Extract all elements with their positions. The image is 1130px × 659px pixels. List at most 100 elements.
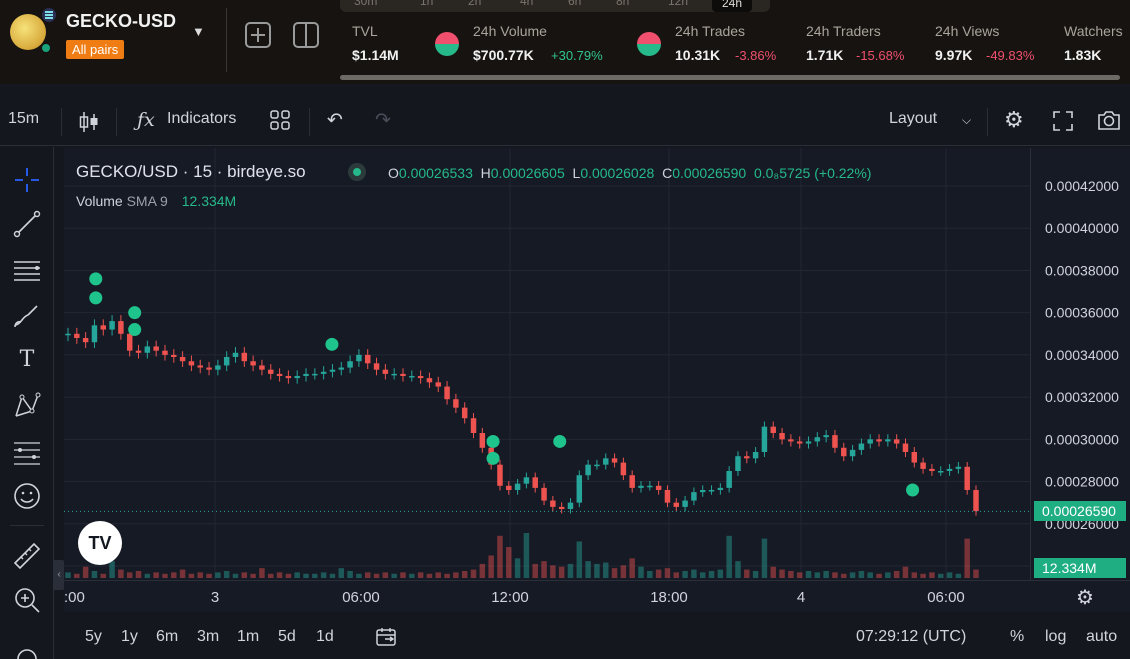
screenshot-camera-icon[interactable]: [1096, 109, 1122, 131]
volume-bar: [444, 573, 450, 578]
function-icon[interactable]: ƒx: [137, 109, 155, 131]
toolbar-divider: [116, 108, 117, 136]
candle-body: [179, 357, 186, 362]
range-1m[interactable]: 1m: [237, 628, 260, 645]
candle-body: [805, 441, 812, 444]
price-tick-label: 0.00028000: [1045, 474, 1119, 490]
axis-settings-icon[interactable]: ⚙: [1076, 587, 1094, 609]
indicators-button[interactable]: Indicators: [167, 110, 237, 127]
timeframe-24h[interactable]: 24h: [712, 0, 753, 12]
magnet-icon[interactable]: [12, 645, 42, 659]
trade-marker-icon: [325, 337, 339, 351]
date-range-icon[interactable]: [375, 626, 399, 648]
add-watchlist-button[interactable]: [245, 22, 271, 48]
templates-grid-icon[interactable]: [269, 109, 291, 131]
time-tick-label: 06:00: [927, 589, 965, 606]
layout-dropdown-icon[interactable]: ⌵: [962, 113, 972, 127]
fullscreen-icon[interactable]: [1052, 110, 1074, 132]
candlestick-chart[interactable]: [64, 148, 1030, 580]
candle-body: [409, 376, 415, 378]
volume-ratio-pie-icon: [435, 32, 459, 56]
volume-bar: [761, 538, 768, 578]
all-pairs-badge[interactable]: All pairs: [66, 40, 125, 59]
candle-body: [65, 333, 71, 336]
range-1d[interactable]: 1d: [316, 628, 334, 645]
volume-bar: [717, 569, 724, 578]
stats-scrollbar[interactable]: [340, 75, 1120, 80]
candle-body: [655, 485, 662, 490]
collapse-toolbar-button[interactable]: ‹: [53, 560, 65, 590]
candle-body: [461, 407, 468, 419]
range-6m[interactable]: 6m: [156, 628, 179, 645]
timeframe-4h[interactable]: 4h: [520, 0, 534, 8]
volume-bar: [841, 573, 847, 578]
time-tick-label: 06:00: [342, 589, 380, 606]
candle-body: [585, 464, 591, 476]
percent-scale-toggle[interactable]: %: [1010, 628, 1025, 645]
candle-body: [162, 350, 168, 355]
candle-body: [876, 439, 882, 442]
range-3m[interactable]: 3m: [197, 628, 220, 645]
candle-body: [320, 371, 327, 374]
volume-bar: [303, 573, 309, 578]
brush-icon[interactable]: [12, 301, 42, 331]
ruler-icon[interactable]: [12, 541, 42, 571]
volume-bar: [567, 563, 574, 578]
volume-bar: [744, 569, 750, 578]
candle-body: [118, 321, 124, 334]
volume-bar: [629, 558, 635, 578]
volume-bar: [488, 555, 494, 578]
timeframe-2h[interactable]: 2h: [468, 0, 482, 8]
timeframe-12h[interactable]: 12h: [668, 0, 689, 8]
candle-body: [188, 361, 195, 366]
candle-body: [268, 369, 274, 374]
redo-icon[interactable]: ↷: [375, 110, 391, 131]
volume-bar: [329, 573, 336, 578]
split-view-button[interactable]: [293, 22, 319, 48]
volume-bar: [532, 563, 538, 578]
candle-body: [779, 433, 785, 440]
volume-label: Volume: [76, 193, 123, 209]
candle-style-icon[interactable]: [78, 110, 100, 134]
range-5d[interactable]: 5d: [278, 628, 296, 645]
text-tool-icon[interactable]: T: [19, 347, 35, 372]
volume-bar: [620, 565, 627, 578]
timeframe-6h[interactable]: 6h: [568, 0, 582, 8]
price-chart[interactable]: [64, 148, 1030, 580]
candle-body: [973, 490, 979, 512]
layout-button[interactable]: Layout: [889, 110, 938, 127]
volume-label: 24h Volume: [473, 23, 547, 39]
range-1y[interactable]: 1y: [121, 628, 138, 645]
time-axis[interactable]: :00 3 06:00 12:00 18:00 4 06:00 ⚙: [64, 580, 1130, 612]
undo-icon[interactable]: ↶: [327, 110, 343, 131]
toolbar-divider: [61, 108, 62, 136]
symbol-legend[interactable]: GECKO/USD · 15 · birdeye.so: [76, 162, 306, 181]
volume-legend[interactable]: Volume SMA 9 12.334M: [76, 193, 236, 209]
tradingview-logo[interactable]: TV: [78, 521, 122, 565]
pair-dropdown-icon[interactable]: ▼: [192, 24, 205, 39]
timeframe-1h[interactable]: 1h: [420, 0, 434, 8]
crosshair-icon[interactable]: [12, 165, 42, 195]
volume-bar: [550, 565, 556, 578]
log-scale-toggle[interactable]: log: [1045, 628, 1067, 645]
range-5y[interactable]: 5y: [85, 628, 102, 645]
candle-body: [215, 365, 221, 370]
pattern-icon[interactable]: [12, 391, 42, 421]
settings-gear-icon[interactable]: ⚙: [1004, 107, 1024, 132]
zoom-in-icon[interactable]: [12, 585, 42, 615]
emoji-icon[interactable]: [12, 481, 42, 511]
auto-scale-toggle[interactable]: auto: [1086, 628, 1118, 645]
interval-button[interactable]: 15m: [8, 110, 40, 127]
timeframe-30m[interactable]: 30m: [354, 0, 378, 8]
measure-projection-icon[interactable]: [12, 437, 42, 467]
trend-line-icon[interactable]: [12, 209, 42, 239]
trades-value: 10.31K: [675, 47, 721, 63]
horizontal-lines-icon[interactable]: [12, 255, 42, 285]
volume-bar: [964, 538, 970, 578]
candle-body: [735, 456, 741, 471]
utc-clock[interactable]: 07:29:12 (UTC): [856, 628, 967, 645]
candle-body: [206, 367, 212, 370]
timeframe-8h[interactable]: 8h: [616, 0, 630, 8]
candle-body: [514, 483, 521, 490]
volume-bar: [285, 573, 292, 578]
